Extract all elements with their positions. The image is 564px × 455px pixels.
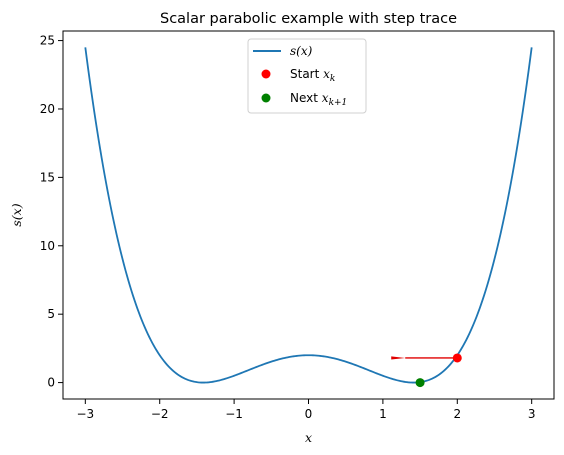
x-tick-label: 0 [305,407,313,421]
x-tick-label: −1 [225,407,243,421]
x-axis-label: x [305,430,312,445]
x-tick-label: −3 [76,407,94,421]
legend-label-start: Start xk [290,67,335,84]
legend-box [247,38,367,114]
x-tick-label: 2 [453,407,461,421]
y-tick-label: 0 [47,376,55,390]
y-tick-label: 10 [40,239,55,253]
y-tick-label: 15 [40,170,55,184]
step-arrow-head [391,356,406,360]
x-tick-label: 1 [379,407,387,421]
legend-start-prefix: Start [290,67,323,81]
legend-label-next: Next xk+1 [290,91,347,108]
legend-start-dot [261,69,271,79]
legend-start-var: x [323,67,330,81]
y-tick-label: 5 [47,307,55,321]
y-ticks: 0 5 10 15 20 25 [40,34,63,390]
x-ticks: −3 −2 −1 0 1 2 3 [76,399,536,421]
x-tick-label: 3 [528,407,536,421]
y-tick-label: 25 [40,34,55,48]
points-layer [415,353,462,388]
legend-next-prefix: Next [290,91,322,105]
annotation-layer [391,356,458,360]
chart-title: Scalar parabolic example with step trace [160,11,457,27]
legend-next-dot [261,93,271,103]
next-point [415,378,425,388]
y-axis-label: s(x) [9,203,24,226]
legend-label-line: s(x) [290,44,313,58]
legend-next-var: x [322,91,329,105]
legend: s(x) Start xk Next xk+1 [247,38,367,114]
x-tick-label: −2 [151,407,169,421]
y-tick-label: 20 [40,102,55,116]
legend-start-sub: k [330,74,335,84]
start-point [452,353,462,363]
legend-next-sub: k+1 [329,98,348,108]
legend-line-math: s(x) [290,44,313,58]
